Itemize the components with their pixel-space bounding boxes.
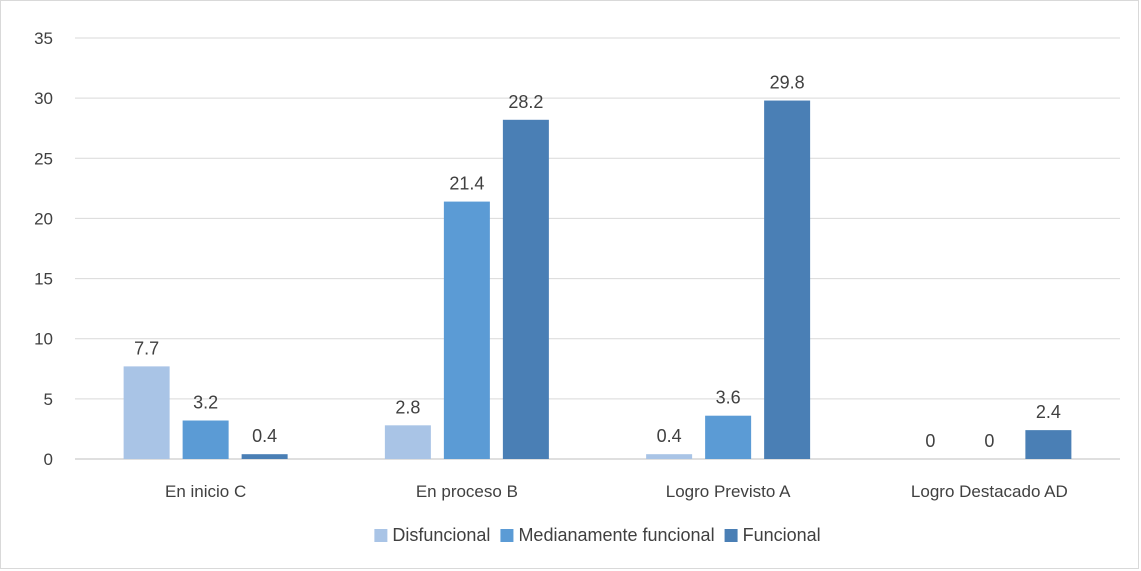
y-tick-label: 5: [44, 390, 53, 409]
bar-medianamente-funcional: [705, 415, 752, 459]
x-tick-label: Logro Destacado AD: [911, 482, 1068, 501]
data-label: 3.6: [716, 388, 741, 408]
legend-swatch: [500, 529, 514, 542]
data-label: 0.4: [252, 426, 277, 446]
bar-medianamente-funcional: [443, 201, 490, 460]
y-axis-ticks: 0 5 10 15 20 25 30 35: [34, 29, 53, 469]
data-label: 2.4: [1036, 402, 1061, 422]
bar-disfuncional: [123, 366, 170, 459]
data-label: 3.2: [193, 393, 218, 413]
data-label: 7.7: [134, 338, 159, 358]
legend-swatch: [374, 529, 388, 542]
bar-funcional: [502, 119, 549, 460]
legend-swatch: [724, 529, 738, 542]
y-tick-label: 35: [34, 29, 53, 48]
bar-funcional: [764, 100, 811, 459]
y-tick-label: 10: [34, 330, 53, 349]
x-axis-ticks: En inicio C En proceso B Logro Previsto A L…: [165, 482, 1068, 501]
x-tick-label: En proceso B: [416, 482, 518, 501]
bar-medianamente-funcional: [182, 420, 229, 459]
legend-label: Disfuncional: [392, 525, 490, 545]
y-tick-label: 25: [34, 149, 53, 168]
gridlines: [75, 37, 1120, 460]
data-label: 29.8: [770, 73, 805, 93]
legend-label: Medianamente funcional: [518, 525, 714, 545]
data-label: 21.4: [449, 174, 484, 194]
data-label: 2.8: [395, 397, 420, 417]
bar-funcional: [241, 454, 288, 459]
y-tick-label: 30: [34, 89, 53, 108]
bars: [123, 100, 1072, 460]
bar-funcional: [1025, 430, 1072, 459]
legend: Disfuncional Medianamente funcional Funcio…: [374, 525, 821, 545]
bar-disfuncional: [646, 454, 693, 459]
data-label: 28.2: [508, 92, 543, 112]
data-label: 0: [984, 431, 994, 451]
y-tick-label: 15: [34, 270, 53, 289]
x-tick-label: Logro Previsto A: [666, 482, 791, 501]
legend-label: Funcional: [743, 525, 821, 545]
x-tick-label: En inicio C: [165, 482, 246, 501]
data-label: 0: [925, 431, 935, 451]
bar-disfuncional: [384, 425, 431, 459]
data-labels: 7.7 3.2 0.4 2.8 21.4 28.2 0.4 3.6 29.8 0 0 2.4: [134, 73, 1061, 451]
y-tick-label: 20: [34, 209, 53, 228]
data-label: 0.4: [657, 426, 682, 446]
y-tick-label: 0: [44, 450, 53, 469]
